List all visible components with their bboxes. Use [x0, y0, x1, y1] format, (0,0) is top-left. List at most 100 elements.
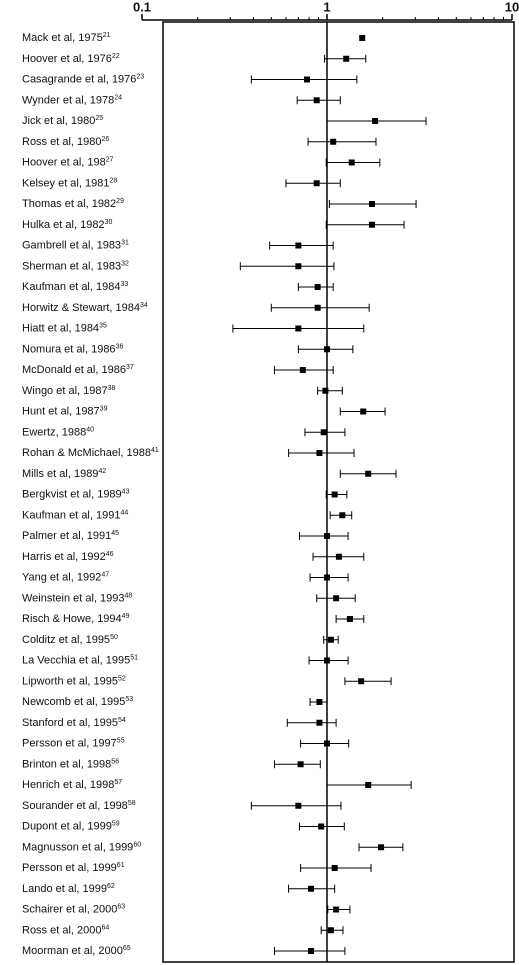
- study-label: Hoover et al, 19827: [22, 156, 114, 168]
- study-ref: 63: [117, 903, 125, 910]
- study-label: Harris et al, 199246: [22, 551, 114, 563]
- study-name: Sourander et al, 1998: [22, 800, 128, 812]
- point-estimate: [295, 242, 302, 249]
- study-ref: 56: [111, 758, 119, 765]
- point-estimate: [295, 802, 302, 809]
- point-estimate: [324, 657, 330, 664]
- study-name: Ross et al, 1980: [22, 136, 102, 148]
- study-ref: 37: [126, 364, 134, 371]
- study-name: Persson et al, 1999: [22, 862, 117, 874]
- point-estimate: [330, 138, 337, 145]
- study-label: Wingo et al, 198738: [22, 385, 116, 397]
- study-label: Kelsey et al, 198128: [22, 177, 117, 189]
- study-label: Risch & Howe, 199449: [22, 613, 130, 625]
- study-ref: 22: [112, 53, 120, 60]
- study-name: Ewertz, 1988: [22, 426, 86, 438]
- study-label: Palmer et al, 199145: [22, 530, 119, 542]
- plot-frame: [162, 21, 515, 963]
- study-label: Lando et al, 199962: [22, 883, 115, 895]
- study-ref: 45: [111, 530, 119, 537]
- study-name: Jick et al, 1980: [22, 115, 95, 127]
- study-name: Newcomb et al, 1995: [22, 696, 125, 708]
- study-name: Henrich et al, 1998: [22, 779, 114, 791]
- point-estimate: [359, 35, 366, 41]
- point-estimate: [295, 325, 302, 332]
- study-label: Weinstein et al, 199348: [22, 592, 132, 604]
- point-estimate: [333, 595, 340, 602]
- study-label: Yang et al, 199247: [22, 571, 109, 583]
- study-label: Mack et al, 197521: [22, 32, 111, 44]
- study-name: McDonald et al, 1986: [22, 364, 126, 376]
- study-label: Ewertz, 198840: [22, 426, 94, 438]
- study-ref: 39: [100, 405, 108, 412]
- study-ref: 44: [120, 509, 128, 516]
- study-ref: 33: [120, 281, 128, 288]
- study-ref: 65: [123, 945, 131, 952]
- study-ref: 49: [122, 613, 130, 620]
- study-ref: 27: [106, 156, 114, 163]
- point-estimate: [343, 55, 350, 62]
- study-name: Hiatt et al, 1984: [22, 322, 99, 334]
- study-ref: 61: [117, 862, 125, 869]
- study-ref: 55: [117, 737, 125, 744]
- study-label: McDonald et al, 198637: [22, 364, 134, 376]
- study-ref: 47: [101, 571, 109, 578]
- study-name: Thomas et al, 1982: [22, 198, 116, 210]
- study-label: La Vecchia et al, 199551: [22, 654, 138, 666]
- study-ref: 50: [110, 634, 118, 641]
- study-name: La Vecchia et al, 1995: [22, 654, 130, 666]
- study-ref: 26: [102, 136, 110, 143]
- point-estimate: [318, 823, 325, 830]
- study-label: Magnusson et al, 199960: [22, 841, 141, 853]
- study-label: Kaufman et al, 199144: [22, 509, 128, 521]
- point-estimate: [368, 201, 375, 207]
- study-ref: 36: [116, 343, 124, 350]
- point-estimate: [358, 678, 365, 685]
- study-label: Schairer et al, 200063: [22, 903, 125, 915]
- study-label: Horwitz & Stewart, 198434: [22, 302, 148, 314]
- study-name: Brinton et al, 1998: [22, 758, 111, 770]
- study-ref: 29: [116, 198, 124, 205]
- study-ref: 40: [86, 426, 94, 433]
- x-tick-label: 10: [505, 0, 519, 14]
- study-name: Hulka et al, 1982: [22, 219, 105, 231]
- study-label: Jick et al, 198025: [22, 115, 103, 127]
- study-name: Wynder et al, 1978: [22, 94, 114, 106]
- study-name: Mack et al, 1975: [22, 32, 103, 44]
- study-ref: 23: [136, 73, 144, 80]
- study-ref: 42: [98, 468, 106, 475]
- study-ref: 59: [112, 820, 120, 827]
- study-ref: 57: [114, 779, 122, 786]
- study-ref: 28: [109, 177, 117, 184]
- point-estimate: [331, 865, 338, 871]
- point-estimate: [313, 97, 320, 104]
- study-label: Bergkvist et al, 198943: [22, 488, 130, 500]
- point-estimate: [313, 180, 320, 187]
- study-ref: 41: [151, 447, 159, 454]
- study-ref: 53: [125, 696, 133, 703]
- study-name: Bergkvist et al, 1989: [22, 488, 122, 500]
- point-estimate: [327, 636, 334, 643]
- study-ref: 51: [130, 654, 138, 661]
- study-label: Colditz et al, 199550: [22, 634, 118, 646]
- study-label: Sherman et al, 198332: [22, 260, 129, 272]
- point-estimate: [348, 159, 355, 166]
- study-name: Rohan & McMichael, 1988: [22, 447, 151, 459]
- point-estimate: [346, 616, 353, 622]
- study-name: Gambrell et al, 1983: [22, 239, 121, 251]
- study-name: Weinstein et al, 1993: [22, 592, 125, 604]
- point-estimate: [322, 387, 329, 394]
- study-ref: 32: [121, 260, 129, 267]
- study-label: Sourander et al, 199858: [22, 800, 136, 812]
- point-estimate: [339, 512, 346, 519]
- study-name: Hoover et al, 1976: [22, 53, 112, 65]
- study-name: Ross et al, 2000: [22, 924, 102, 936]
- study-name: Kelsey et al, 1981: [22, 177, 109, 189]
- study-name: Palmer et al, 1991: [22, 530, 111, 542]
- study-name: Kaufman et al, 1984: [22, 281, 120, 293]
- point-estimate: [314, 304, 321, 311]
- study-ref: 38: [108, 385, 116, 392]
- point-estimate: [314, 284, 321, 290]
- study-ref: 25: [95, 115, 103, 122]
- study-ref: 35: [99, 322, 107, 329]
